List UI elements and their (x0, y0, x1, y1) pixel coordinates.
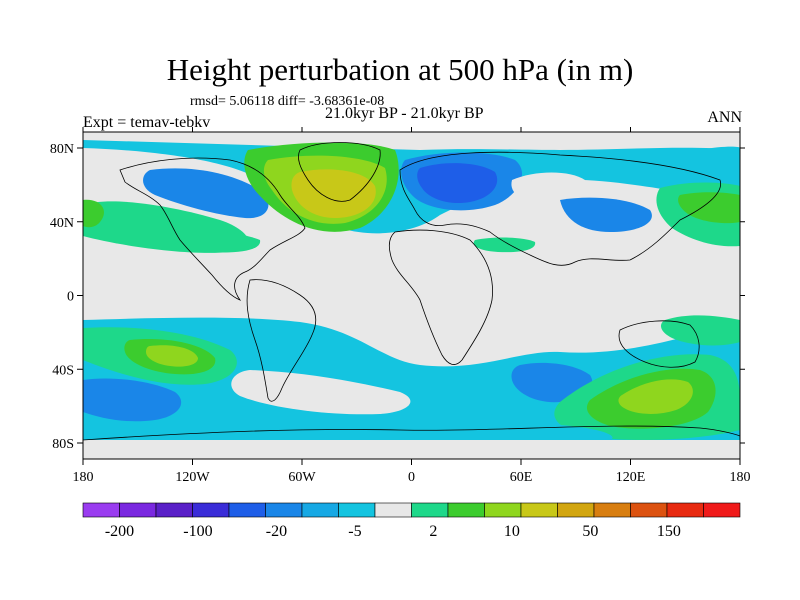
contour-arctic-gray (511, 172, 587, 203)
experiment-label: Expt = temav-tebkv (83, 114, 211, 131)
colorbar-label: -100 (183, 523, 212, 540)
colorbar-swatch (593, 502, 631, 518)
colorbar-swatch (119, 502, 157, 518)
coastline-africa (388, 229, 493, 365)
coastline-north-america (119, 157, 306, 301)
x-tick-label: 180 (73, 470, 94, 485)
x-tick-label: 60W (288, 470, 316, 485)
colorbar-swatch (666, 502, 704, 518)
contour-central-pacific-green (169, 230, 261, 253)
contour-north-pacific-lime (678, 192, 740, 224)
colorbar-label: 2 (429, 523, 437, 540)
contour-indian-ocean-low (511, 362, 593, 403)
colorbar-swatch (374, 502, 412, 518)
colorbar-swatch (447, 502, 485, 518)
contour-south-pacific-low (83, 378, 182, 422)
contour-alaska-blue (700, 146, 740, 171)
coastlines (83, 142, 740, 441)
contour-greenland-yellow (291, 169, 376, 218)
colorbar-swatch (411, 502, 449, 518)
contour-south-pacific-yellow (146, 345, 198, 367)
x-tick-label: 180 (730, 470, 751, 485)
coastline-antarctica (83, 425, 740, 441)
y-tick-label: 40S (52, 363, 74, 378)
colorbar-swatch (155, 502, 193, 518)
colorbar-label: 50 (582, 523, 598, 540)
period-label: 21.0kyr BP - 21.0kyr BP (325, 105, 484, 122)
coastline-south-america (246, 279, 317, 402)
rmsd-stats: rmsd= 5.06118 diff= -3.68361e-08 (190, 94, 385, 109)
contour-asia-blue (560, 197, 652, 232)
x-tick-label: 120E (616, 470, 646, 485)
colorbar-swatch (82, 502, 120, 518)
contour-middle-east-green (473, 237, 536, 253)
season-label: ANN (707, 109, 742, 126)
colorbar-swatch (484, 502, 522, 518)
coastline-eurasia (399, 151, 722, 266)
contour-northwest-band (83, 199, 104, 228)
y-axis: 80N 40N 0 40S 80S (50, 142, 745, 452)
colorbar-label: -20 (266, 523, 287, 540)
colorbar-swatch (301, 502, 339, 518)
chart-title: Height perturbation at 500 hPa (in m) (166, 52, 634, 87)
contour-australia-green (660, 315, 740, 346)
contour-north-america-blue (143, 168, 269, 219)
contour-southern-ocean-gray (231, 370, 411, 415)
x-tick-label: 120W (175, 470, 210, 485)
contour-fields (83, 140, 740, 440)
colorbar-label: -5 (348, 523, 361, 540)
colorbar: -200 -100 -20 -5 2 10 50 150 (82, 502, 741, 540)
y-tick-label: 40N (50, 216, 74, 231)
x-axis: 180 120W 60W 0 60E 120E 180 (73, 127, 751, 485)
y-tick-label: 0 (67, 290, 74, 305)
colorbar-label: -200 (105, 523, 134, 540)
colorbar-swatch (192, 502, 230, 518)
colorbar-swatch (338, 502, 376, 518)
colorbar-label: 150 (657, 523, 681, 540)
colorbar-swatch (520, 502, 558, 518)
contour-southern-ocean-yellow (618, 379, 693, 414)
colorbar-swatch (557, 502, 595, 518)
coastline-greenland (298, 142, 381, 202)
colorbar-swatch (228, 502, 266, 518)
x-tick-label: 60E (510, 470, 533, 485)
colorbar-swatch (265, 502, 303, 518)
colorbar-swatch (703, 502, 741, 518)
contour-europe-darkblue (417, 163, 498, 204)
coastline-australia (618, 320, 700, 368)
colorbar-swatch (630, 502, 668, 518)
y-tick-label: 80S (52, 437, 74, 452)
x-tick-label: 0 (408, 470, 415, 485)
y-tick-label: 80N (50, 142, 74, 157)
colorbar-label: 10 (504, 523, 520, 540)
